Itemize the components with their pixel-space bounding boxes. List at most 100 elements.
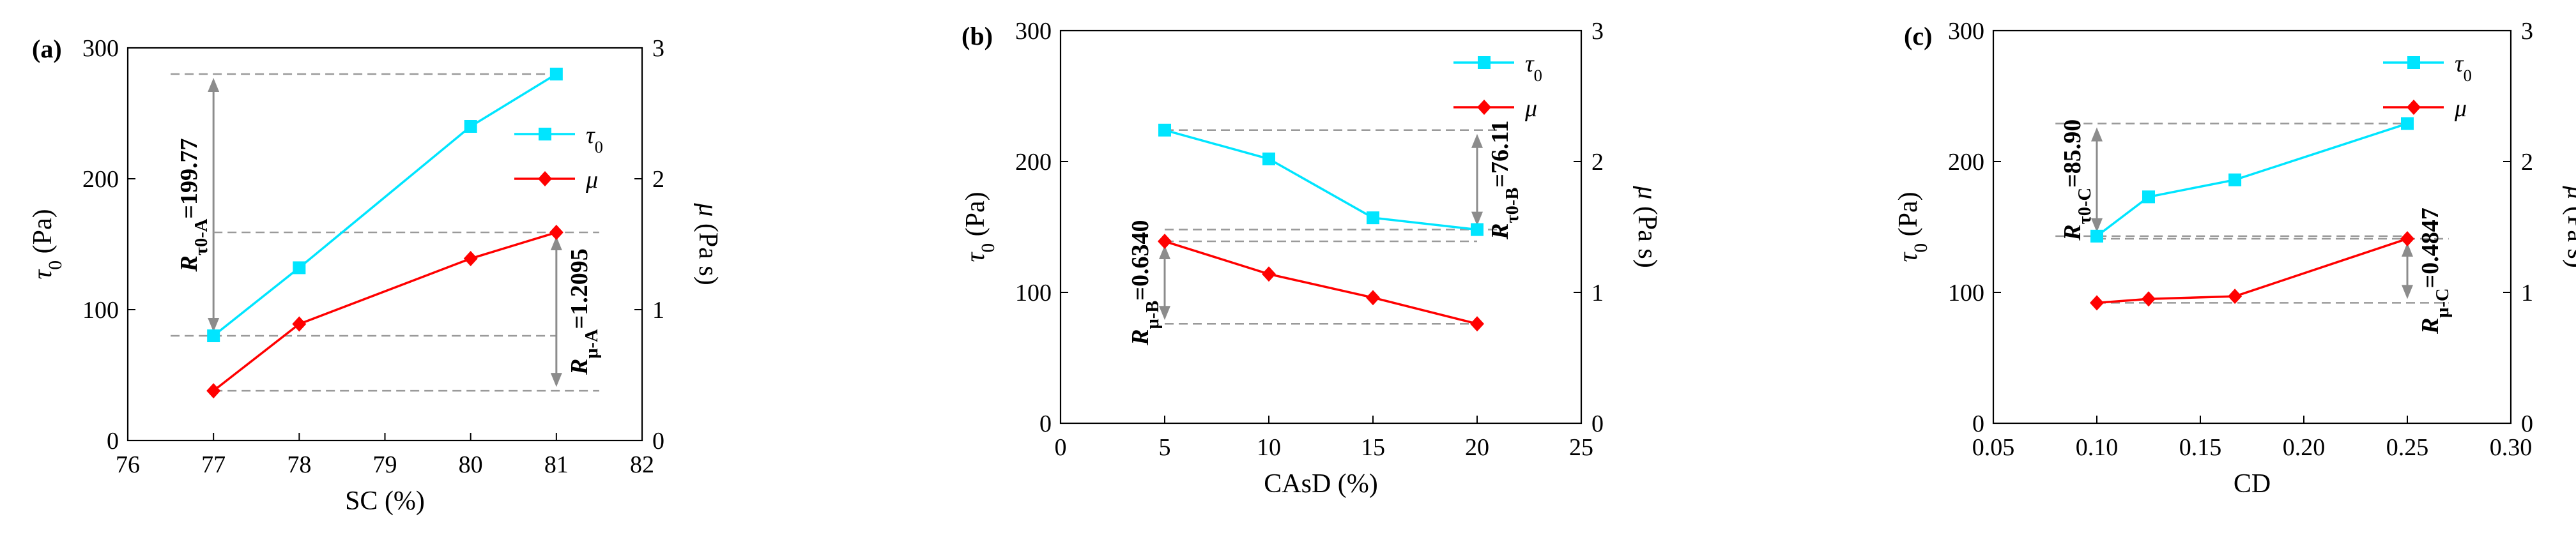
data-point-mu [2400, 231, 2414, 246]
legend-marker-diamond [2407, 100, 2421, 115]
x-tick-label: 81 [544, 451, 569, 478]
data-point-mu [549, 225, 564, 240]
legend-marker-diamond [538, 171, 552, 186]
data-point-mu [292, 317, 306, 332]
range-annotation-label: Rτ0-B=76.11 [1487, 121, 1522, 240]
x-tick-label: 10 [1257, 434, 1281, 461]
chart-panel-c: (c)0.05 0.10 0.15 0.20 0.25 0.300100200300012… [1894, 18, 2576, 499]
legend-label: μ [1524, 95, 1537, 122]
series-line-tau0 [1165, 130, 1477, 230]
x-tick-label: 0.30 [2490, 434, 2533, 461]
x-tick-label: 77 [201, 451, 226, 478]
y-right-axis-label: μ (Pa s) [693, 202, 723, 285]
y-right-tick-label: 1 [2521, 280, 2533, 306]
y-right-tick-label: 2 [652, 166, 664, 193]
y-right-tick-label: 3 [1591, 18, 1604, 45]
y-left-axis-label: τ0 (Pa) [1894, 192, 1931, 262]
data-point-tau0 [1262, 153, 1275, 165]
y-right-tick-label: 3 [652, 35, 664, 62]
data-point-mu [464, 251, 478, 266]
y-right-tick-label: 2 [1591, 149, 1604, 176]
series-line-tau0 [213, 74, 556, 336]
x-axis-label: CAsD (%) [1264, 469, 1377, 499]
range-arrow-head-down [551, 373, 562, 387]
x-tick-label: 0 [1055, 434, 1067, 461]
series-line-mu [1165, 241, 1477, 324]
y-left-tick-label: 0 [1972, 411, 1984, 437]
x-tick-label: 78 [287, 451, 311, 478]
x-tick-label: 15 [1361, 434, 1385, 461]
x-tick-label: 5 [1159, 434, 1171, 461]
y-right-axis-label: μ (Pa s) [1632, 185, 1662, 268]
range-annotation-label: Rτ0-A=199.77 [176, 139, 211, 273]
x-tick-label: 80 [459, 451, 483, 478]
range-arrow-head-down [2402, 285, 2413, 299]
x-tick-label: 82 [630, 451, 654, 478]
y-left-tick-label: 300 [82, 35, 119, 62]
series-line-tau0 [2097, 124, 2407, 236]
y-right-tick-label: 1 [652, 297, 664, 324]
legend-marker-diamond [1477, 100, 1491, 115]
legend-label: τ0 [2455, 50, 2472, 85]
y-left-axis-label: τ0 (Pa) [961, 192, 999, 262]
x-tick-label: 79 [373, 451, 397, 478]
x-tick-label: 0.15 [2179, 434, 2222, 461]
x-tick-label: 0.25 [2386, 434, 2429, 461]
x-tick-label: 20 [1465, 434, 1489, 461]
y-left-tick-label: 100 [1948, 280, 1984, 306]
data-point-mu [1158, 234, 1172, 249]
series-line-mu [213, 232, 556, 391]
data-point-tau0 [1471, 223, 1483, 236]
y-right-axis-label: μ (Pa s) [2562, 185, 2576, 268]
data-point-tau0 [464, 120, 477, 133]
series-line-mu [2097, 239, 2407, 303]
data-point-mu [2228, 289, 2242, 304]
range-annotation-label: Rμ-B=0.6340 [1127, 220, 1163, 346]
data-point-tau0 [2228, 174, 2241, 186]
legend-marker-square [539, 128, 551, 140]
x-axis-label: SC (%) [345, 486, 425, 516]
y-left-tick-label: 200 [1015, 149, 1052, 176]
data-point-tau0 [2142, 190, 2155, 203]
y-left-tick-label: 300 [1948, 18, 1984, 45]
panel-label: (b) [962, 22, 993, 50]
figure-canvas: (a)76 77 78 79 80 81 8201002003000123SC (%)τ0 … [0, 0, 2576, 535]
data-point-mu [1470, 316, 1484, 331]
x-axis-label: CD [2234, 469, 2271, 499]
legend-label: τ0 [586, 122, 603, 156]
range-annotation-label: Rτ0-C=85.90 [2059, 119, 2095, 241]
range-arrow-head-up [1471, 134, 1483, 148]
legend-label: μ [585, 167, 598, 193]
panel-label: (c) [1904, 22, 1932, 50]
legend-label: τ0 [1525, 50, 1542, 85]
y-right-tick-label: 3 [2521, 18, 2533, 45]
data-point-tau0 [2401, 117, 2414, 130]
data-point-tau0 [1158, 124, 1171, 137]
data-point-tau0 [207, 329, 220, 342]
data-point-mu [1366, 290, 1380, 305]
y-left-tick-label: 100 [1015, 280, 1052, 306]
data-point-tau0 [2090, 230, 2103, 243]
y-left-axis-label: τ0 (Pa) [28, 209, 66, 279]
x-tick-label: 0.05 [1972, 434, 2015, 461]
legend-label: μ [2454, 95, 2467, 122]
y-right-tick-label: 0 [652, 428, 664, 455]
y-left-tick-label: 200 [82, 166, 119, 193]
data-point-tau0 [550, 68, 563, 80]
y-left-tick-label: 0 [107, 428, 119, 455]
y-right-tick-label: 0 [1591, 411, 1604, 437]
range-arrow-head-up [2091, 128, 2103, 142]
data-point-mu [2142, 291, 2156, 306]
data-point-tau0 [1367, 211, 1379, 224]
y-left-tick-label: 100 [82, 297, 119, 324]
y-left-tick-label: 0 [1039, 411, 1052, 437]
data-point-mu [1262, 266, 1276, 282]
y-right-tick-label: 2 [2521, 149, 2533, 176]
data-point-mu [2090, 295, 2104, 310]
legend-marker-square [1478, 56, 1491, 69]
x-tick-label: 76 [116, 451, 140, 478]
legend-marker-square [2407, 56, 2420, 69]
panel-label: (a) [32, 34, 62, 63]
